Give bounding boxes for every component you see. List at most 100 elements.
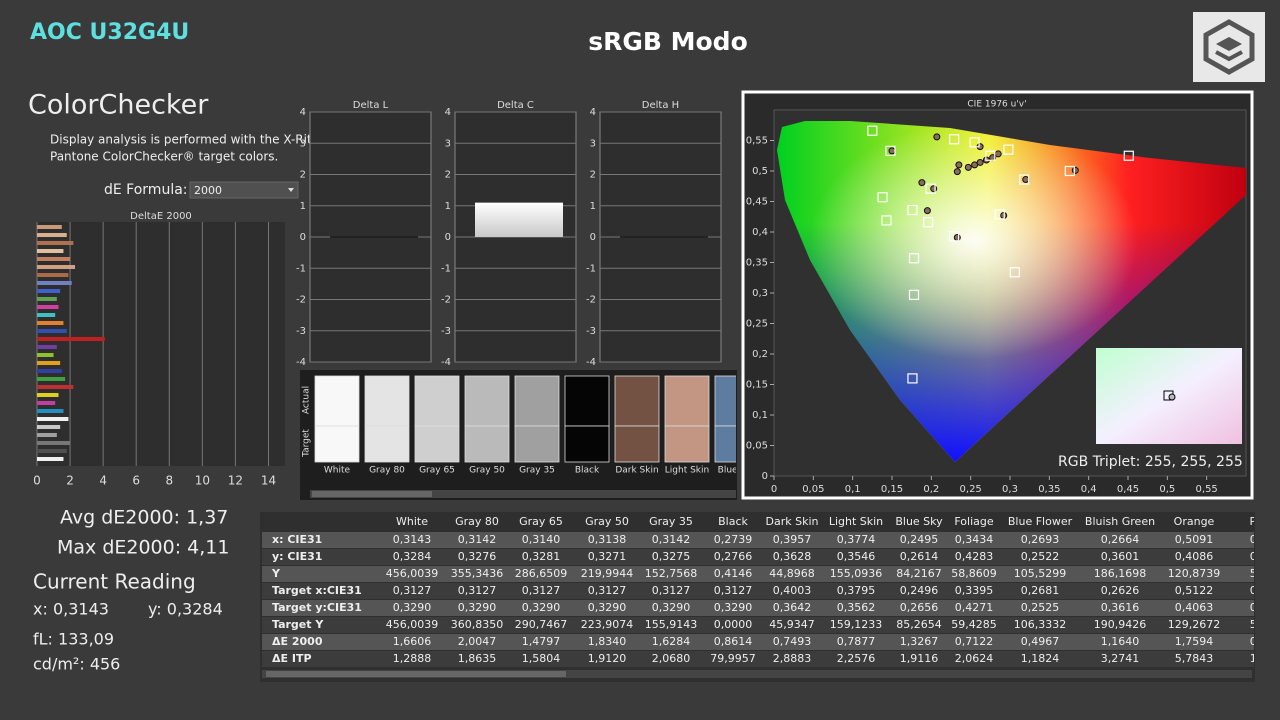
cell: 0,52 [1250, 635, 1275, 648]
cell: 0,4146 [714, 567, 753, 580]
cell: 0,5122 [1175, 584, 1214, 597]
cell: 1,9120 [588, 652, 627, 665]
target-point [1009, 267, 1020, 278]
target-point [877, 192, 888, 203]
column-header: Black [718, 515, 748, 528]
y-tick-label: 0,5 [752, 166, 768, 177]
x-tick-label: 4 [99, 474, 107, 488]
y-tick-label: 4 [590, 107, 596, 118]
bar [37, 297, 57, 301]
y-tick-label: -2 [296, 295, 306, 306]
x-tick-label: 2 [66, 474, 74, 488]
cell: 1,1640 [1101, 635, 1140, 648]
bar [37, 305, 59, 309]
cell: 355,3436 [451, 567, 504, 580]
cell: 0,7877 [837, 635, 876, 648]
bar [37, 433, 57, 437]
swatch-actual [714, 375, 736, 427]
swatch-actual [514, 375, 560, 427]
bar [37, 417, 69, 421]
y-tick-label: 0 [590, 232, 596, 243]
cell: 0,7493 [773, 635, 812, 648]
swatch-name: White [324, 466, 351, 476]
table-row [262, 583, 1254, 599]
x-tick-label: 0,45 [1117, 484, 1139, 495]
cell: 0,19 [1250, 550, 1275, 563]
y-tick-label: 0 [762, 471, 768, 482]
cell: 0,2525 [1021, 601, 1060, 614]
cell: 0,3395 [955, 584, 994, 597]
swatch-name: Gray 35 [519, 466, 555, 476]
target-point [949, 134, 960, 145]
cell: 0,3642 [773, 601, 812, 614]
swatch-actual [664, 375, 710, 427]
cell: 1,4797 [522, 635, 561, 648]
y-tick-label: -4 [586, 357, 596, 368]
swatch-name: Gray 80 [369, 466, 405, 476]
x-tick-label: 14 [261, 474, 276, 488]
swatch-name: Gray 50 [469, 466, 505, 476]
cell: 1,37 [1250, 652, 1275, 665]
target-point [908, 289, 920, 300]
y-tick-label: -4 [296, 357, 306, 368]
cell: 0,3127 [714, 584, 753, 597]
y-tick-label: 1 [590, 201, 596, 212]
cell: 44,8968 [769, 567, 815, 580]
max-de: Max dE2000: 4,11 [57, 537, 229, 559]
target-point [925, 183, 936, 194]
y-tick-label: 1 [445, 201, 451, 212]
target-point [1064, 165, 1075, 177]
target-point [907, 204, 918, 216]
bar [37, 409, 64, 413]
cell: 1,1824 [1021, 652, 1060, 665]
bar [37, 361, 61, 365]
column-header: Gray 35 [649, 515, 693, 528]
column-header: Foliage [954, 515, 994, 528]
current-reading: Current Reading [33, 570, 196, 594]
cell: 0,3628 [773, 550, 812, 563]
cell: 0,4003 [773, 584, 812, 597]
y-tick-label: 3 [300, 138, 306, 149]
formula-dropdown[interactable]: 2000 [189, 181, 299, 199]
cell: 0,3127 [522, 584, 561, 597]
row-label: Y [271, 567, 281, 580]
swatch-target [414, 425, 460, 463]
cell: 360,8350 [451, 618, 504, 631]
cell: 2,8883 [773, 652, 812, 665]
cell: 0,3127 [588, 584, 627, 597]
row-label: x: CIE31 [272, 533, 322, 546]
cell: 152,7568 [645, 567, 698, 580]
cell: 0,21 [1250, 584, 1275, 597]
cell: 0,3795 [837, 584, 876, 597]
cell: 1,3267 [900, 635, 939, 648]
cell: 0,3616 [1101, 601, 1140, 614]
cell: 219,9944 [581, 567, 634, 580]
x-tick-label: 0,5 [1159, 484, 1175, 495]
x-tick-label: 0,25 [960, 484, 982, 495]
target-point [923, 217, 934, 228]
cell: 0,4283 [955, 550, 994, 563]
target-point [994, 209, 1005, 220]
swatch-actual [464, 375, 510, 427]
cell: 0,3290 [588, 601, 627, 614]
y-tick-label: -2 [586, 295, 596, 306]
y-tick-label: -3 [586, 326, 596, 337]
bar [37, 241, 74, 245]
bar [37, 345, 57, 349]
target-point [1003, 144, 1014, 155]
column-header: Light Skin [829, 515, 883, 528]
chart-title: DeltaE 2000 [130, 211, 192, 222]
cell: 53,0 [1250, 567, 1275, 580]
swatch-target [564, 425, 610, 463]
cell: 5,7843 [1175, 652, 1214, 665]
cell: 105,5299 [1014, 567, 1067, 580]
formula-value[interactable]: 2000 [194, 184, 222, 197]
column-header: Gray 80 [455, 515, 499, 528]
table-row [262, 566, 1254, 582]
table-row [262, 651, 1254, 667]
cell: 84,2167 [896, 567, 942, 580]
actual-point [1022, 176, 1030, 184]
cell: 456,0039 [386, 618, 439, 631]
column-header: Bluish Green [1085, 515, 1155, 528]
cell: 0,7122 [955, 635, 994, 648]
